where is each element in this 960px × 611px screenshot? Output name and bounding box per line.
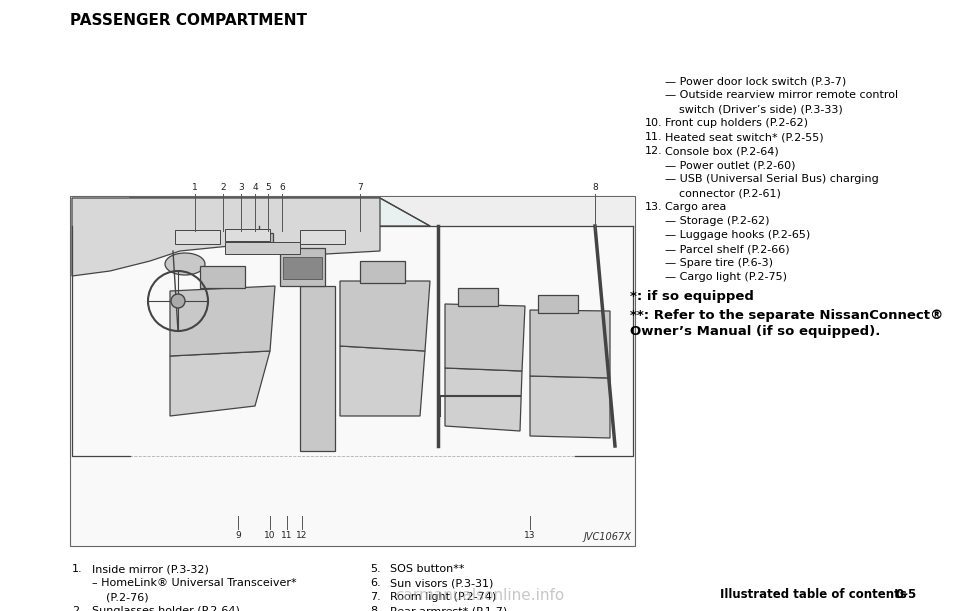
Text: 13: 13 <box>524 531 536 540</box>
Polygon shape <box>170 286 275 356</box>
Bar <box>360 261 405 283</box>
Text: 13.: 13. <box>645 202 662 212</box>
Bar <box>245 233 273 246</box>
Polygon shape <box>130 198 430 226</box>
Text: 8: 8 <box>592 183 598 192</box>
Text: — Power outlet (P.2-60): — Power outlet (P.2-60) <box>665 160 796 170</box>
Polygon shape <box>300 286 335 451</box>
Text: 11: 11 <box>281 531 293 540</box>
Text: carmanualsonline.info: carmanualsonline.info <box>396 588 564 603</box>
Bar <box>538 295 578 313</box>
Text: 7: 7 <box>357 183 363 192</box>
Text: 8.: 8. <box>370 606 381 611</box>
Bar <box>175 230 220 244</box>
Text: 6.: 6. <box>370 578 380 588</box>
Text: Inside mirror (P.3-32): Inside mirror (P.3-32) <box>92 564 209 574</box>
Text: Owner’s Manual (if so equipped).: Owner’s Manual (if so equipped). <box>630 325 880 338</box>
Text: Rear armrest* (P.1-7): Rear armrest* (P.1-7) <box>390 606 507 611</box>
Circle shape <box>171 294 185 308</box>
Text: 10.: 10. <box>645 118 662 128</box>
Text: 2.: 2. <box>72 606 83 611</box>
Text: Front cup holders (P.2-62): Front cup holders (P.2-62) <box>665 118 808 128</box>
Text: Sunglasses holder (P.2-64): Sunglasses holder (P.2-64) <box>92 606 240 611</box>
Text: PASSENGER COMPARTMENT: PASSENGER COMPARTMENT <box>70 13 307 28</box>
Polygon shape <box>340 346 425 416</box>
Text: — USB (Universal Serial Bus) charging: — USB (Universal Serial Bus) charging <box>665 174 878 184</box>
Text: Cargo area: Cargo area <box>665 202 727 212</box>
Text: *: if so equipped: *: if so equipped <box>630 290 754 303</box>
Text: (P.2-76): (P.2-76) <box>92 592 149 602</box>
Ellipse shape <box>165 253 205 275</box>
Bar <box>458 288 498 306</box>
Text: 3: 3 <box>238 183 244 192</box>
Polygon shape <box>530 376 610 438</box>
Polygon shape <box>340 281 430 351</box>
Text: 0-5: 0-5 <box>895 588 916 601</box>
Text: JVC1067X: JVC1067X <box>583 532 631 542</box>
Bar <box>280 248 325 286</box>
Bar <box>300 230 345 244</box>
Bar <box>200 266 245 288</box>
Text: — Parcel shelf (P.2-66): — Parcel shelf (P.2-66) <box>665 244 790 254</box>
Text: — Outside rearview mirror remote control: — Outside rearview mirror remote control <box>665 90 899 100</box>
Text: Console box (P.2-64): Console box (P.2-64) <box>665 146 779 156</box>
Text: 4: 4 <box>252 183 258 192</box>
Text: Illustrated table of contents: Illustrated table of contents <box>720 588 907 601</box>
Text: Room light (P.2-74): Room light (P.2-74) <box>390 592 496 602</box>
Text: — Storage (P.2-62): — Storage (P.2-62) <box>665 216 770 226</box>
Text: 12.: 12. <box>645 146 662 156</box>
Bar <box>283 257 322 279</box>
Text: 5: 5 <box>265 183 271 192</box>
Bar <box>225 242 300 254</box>
Text: 1.: 1. <box>72 564 83 574</box>
Polygon shape <box>72 198 380 276</box>
Bar <box>225 229 270 241</box>
Polygon shape <box>530 310 610 378</box>
Text: 6: 6 <box>279 183 285 192</box>
Text: 12: 12 <box>297 531 308 540</box>
Text: 10: 10 <box>264 531 276 540</box>
Polygon shape <box>445 368 522 431</box>
Bar <box>70 196 635 546</box>
Polygon shape <box>445 304 525 371</box>
Text: Sun visors (P.3-31): Sun visors (P.3-31) <box>390 578 493 588</box>
Text: switch (Driver’s side) (P.3-33): switch (Driver’s side) (P.3-33) <box>665 104 843 114</box>
Text: 2: 2 <box>220 183 226 192</box>
Text: 11.: 11. <box>645 132 662 142</box>
Text: 1: 1 <box>192 183 198 192</box>
Text: **: Refer to the separate NissanConnect®: **: Refer to the separate NissanConnect® <box>630 309 944 322</box>
Text: — Power door lock switch (P.3-7): — Power door lock switch (P.3-7) <box>665 76 847 86</box>
Text: Heated seat switch* (P.2-55): Heated seat switch* (P.2-55) <box>665 132 824 142</box>
Text: — Luggage hooks (P.2-65): — Luggage hooks (P.2-65) <box>665 230 810 240</box>
Text: 9: 9 <box>235 531 241 540</box>
Polygon shape <box>170 351 270 416</box>
Text: SOS button**: SOS button** <box>390 564 465 574</box>
Text: connector (P.2-61): connector (P.2-61) <box>665 188 780 198</box>
Text: – HomeLink® Universal Transceiver*: – HomeLink® Universal Transceiver* <box>92 578 297 588</box>
Text: — Spare tire (P.6-3): — Spare tire (P.6-3) <box>665 258 773 268</box>
Text: 5.: 5. <box>370 564 380 574</box>
Text: 7.: 7. <box>370 592 381 602</box>
Text: — Cargo light (P.2-75): — Cargo light (P.2-75) <box>665 272 787 282</box>
